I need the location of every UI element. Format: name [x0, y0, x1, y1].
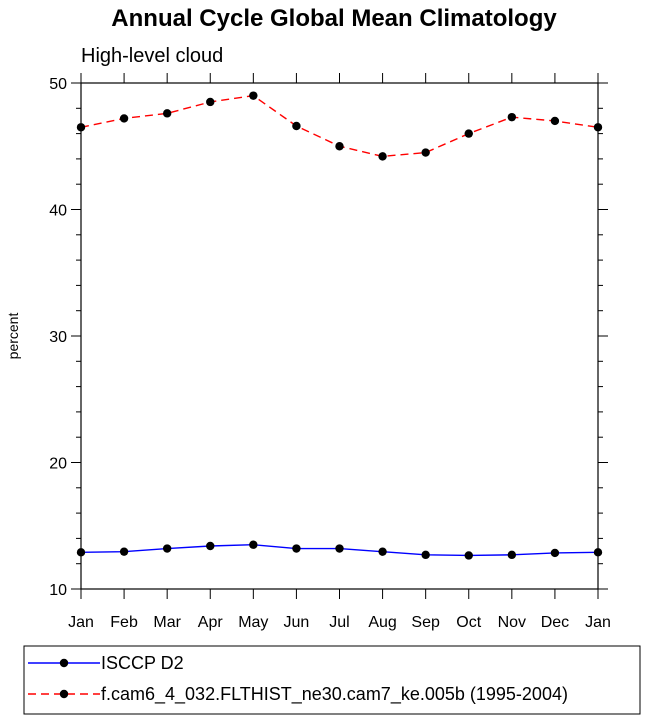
data-point — [378, 152, 387, 161]
legend-marker-2 — [59, 689, 69, 699]
data-point — [335, 142, 344, 151]
legend-box — [23, 645, 641, 715]
y-axis-label: percent — [5, 313, 21, 360]
data-point — [76, 123, 86, 132]
x-tick-label: Oct — [456, 614, 481, 631]
y-tick-label: 40 — [49, 203, 67, 220]
data-point — [292, 544, 301, 553]
data-point — [593, 123, 603, 132]
data-point — [335, 544, 344, 553]
x-tick-label: Nov — [498, 614, 526, 631]
data-point — [421, 148, 430, 157]
data-point — [550, 116, 560, 126]
series-layer — [76, 91, 603, 560]
series-2 — [76, 91, 603, 161]
data-point — [249, 540, 258, 549]
x-tick-label: Dec — [541, 614, 569, 631]
series-1 — [76, 540, 603, 560]
y-tick-label: 20 — [49, 456, 67, 473]
chart-subtitle: High-level cloud — [81, 45, 223, 67]
x-tick-label: Jul — [329, 614, 349, 631]
data-point — [206, 541, 215, 551]
data-point — [421, 550, 430, 560]
y-tick-label: 30 — [49, 329, 67, 346]
data-point — [464, 129, 473, 138]
x-tick-label: Jan — [585, 614, 611, 631]
x-tick-label: May — [238, 614, 268, 631]
y-tick-label: 50 — [49, 76, 67, 93]
data-point — [76, 548, 86, 557]
x-tick-label: Apr — [198, 614, 224, 631]
data-point — [206, 97, 215, 107]
x-tick-label: Jan — [68, 614, 94, 631]
x-tick-label: Sep — [411, 614, 440, 631]
data-point — [507, 550, 517, 560]
legend-marker-1 — [59, 658, 69, 668]
x-tick-label: Jun — [284, 614, 310, 631]
plot-frame — [80, 82, 599, 590]
legend-label-2: f.cam6_4_032.FLTHIST_ne30.cam7_ke.005b (… — [101, 684, 568, 705]
y-tick-label: 10 — [49, 582, 67, 599]
data-point — [249, 91, 258, 100]
data-point — [292, 121, 301, 131]
data-point — [593, 548, 603, 557]
data-point — [550, 548, 560, 558]
chart-title: Annual Cycle Global Mean Climatology — [111, 5, 557, 32]
data-point — [507, 112, 517, 122]
legend: ISCCP D2 f.cam6_4_032.FLTHIST_ne30.cam7_k… — [23, 645, 641, 715]
legend-label-1: ISCCP D2 — [101, 653, 184, 673]
plot-axes: 10 20 30 40 50 Jan Feb Mar Apr May Jun Jul Aug Sep Oct… — [49, 73, 611, 631]
x-tick-label: Mar — [153, 614, 181, 631]
data-point — [464, 551, 473, 560]
x-tick-label: Aug — [368, 614, 396, 631]
data-point — [119, 114, 129, 123]
data-point — [162, 544, 172, 553]
data-point — [378, 547, 387, 556]
x-tick-label: Feb — [110, 614, 138, 631]
data-point — [119, 547, 129, 556]
data-point — [162, 109, 172, 118]
